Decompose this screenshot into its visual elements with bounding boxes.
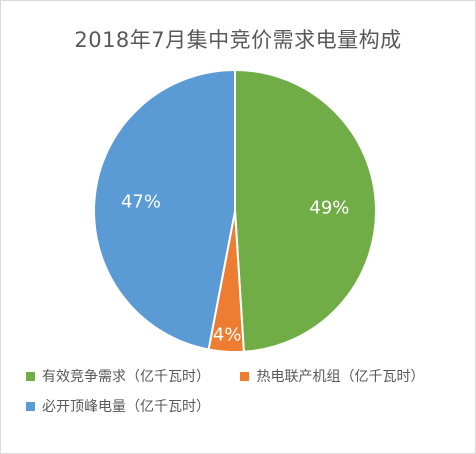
pie-slice-effective-demand <box>234 68 377 353</box>
legend-label: 热电联产机组（亿千瓦时） <box>256 369 425 385</box>
legend-item-effective-demand: 有效竞争需求（亿千瓦时） <box>26 366 210 386</box>
pie-slice-must-run-peak <box>93 68 236 351</box>
legend-item-must-run-peak: 必开顶峰电量（亿千瓦时） <box>26 396 210 416</box>
legend-swatch <box>240 371 250 381</box>
pie-data-label: 49% <box>309 198 349 219</box>
chart-title: 2018年7月集中竞价需求电量构成 <box>74 28 402 52</box>
legend-swatch <box>26 401 35 411</box>
pie-data-label: 4% <box>213 324 242 345</box>
chart-legend: 有效竞争需求（亿千瓦时） 热电联产机组（亿千瓦时） 必开顶峰电量（亿千瓦时） <box>26 366 466 426</box>
legend-label: 有效竞争需求（亿千瓦时） <box>42 369 210 385</box>
legend-swatch <box>26 371 35 381</box>
legend-item-chp-units: 热电联产机组（亿千瓦时） <box>240 366 424 386</box>
pie-slices <box>93 68 377 353</box>
legend-label: 必开顶峰电量（亿千瓦时） <box>42 399 210 415</box>
pie-data-labels: 49% 4% 47% <box>121 192 349 346</box>
pie-data-label: 47% <box>121 192 161 213</box>
